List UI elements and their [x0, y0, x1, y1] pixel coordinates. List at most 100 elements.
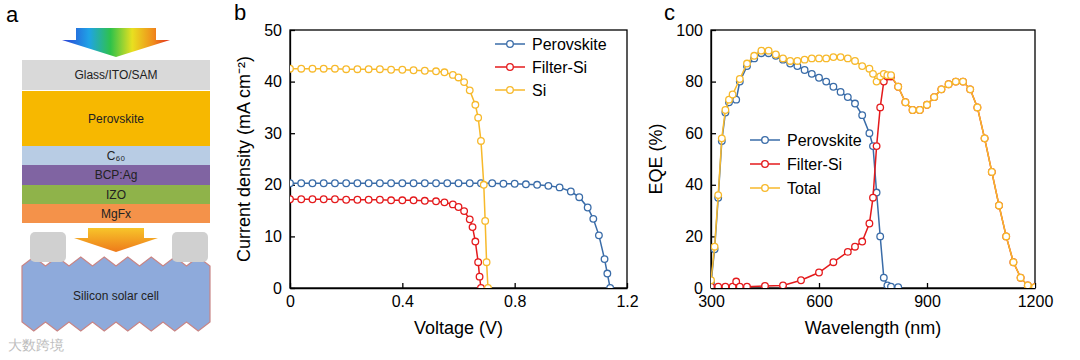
legend-label: Si	[532, 82, 546, 99]
data-point	[475, 114, 482, 121]
data-point	[576, 194, 583, 201]
data-point	[1010, 259, 1017, 266]
data-point	[729, 91, 736, 98]
data-point	[483, 259, 490, 266]
data-point	[472, 238, 479, 245]
y-tick-label: 0	[273, 280, 282, 297]
data-point	[584, 204, 591, 211]
data-point	[852, 100, 859, 107]
series-line	[290, 199, 481, 288]
data-point	[967, 86, 974, 93]
data-point	[938, 86, 945, 93]
data-point	[377, 196, 384, 203]
chart: 00.40.81.201020304050Voltage (V)Current …	[234, 22, 639, 338]
data-point	[830, 83, 837, 90]
contact	[30, 232, 66, 262]
y-axis: 020406080100	[676, 22, 716, 297]
data-point	[309, 196, 316, 203]
data-point	[816, 74, 823, 81]
data-point	[909, 107, 916, 114]
y-tick-label: 20	[264, 176, 282, 193]
data-point	[320, 180, 327, 187]
data-point	[480, 182, 487, 189]
data-point	[469, 224, 476, 231]
series-line	[290, 69, 488, 288]
data-point	[823, 78, 830, 85]
data-point	[870, 194, 877, 201]
data-point	[996, 202, 1003, 209]
plot-area	[711, 47, 1035, 288]
data-point	[989, 169, 996, 176]
legend-item: Perovskite	[750, 132, 862, 149]
y-tick-label: 80	[685, 73, 703, 90]
data-point	[902, 99, 909, 106]
data-point	[711, 243, 718, 250]
data-point	[909, 107, 916, 114]
layer-label: Glass/ITO/SAM	[74, 68, 157, 82]
data-point	[478, 138, 485, 145]
data-point	[845, 55, 852, 62]
x-tick-label: 0	[286, 293, 295, 310]
data-point	[960, 78, 967, 85]
data-point	[568, 188, 575, 195]
x-tick-label: 900	[914, 293, 941, 310]
data-point	[332, 65, 339, 72]
y-tick-label: 100	[676, 22, 703, 39]
data-point	[722, 283, 729, 288]
series-line	[711, 53, 898, 287]
data-point	[715, 283, 722, 288]
data-point	[482, 218, 489, 225]
data-point	[309, 65, 316, 72]
data-point	[845, 249, 852, 256]
plot-frame	[290, 30, 627, 288]
data-point	[1017, 274, 1024, 281]
data-point	[320, 196, 327, 203]
data-point	[298, 180, 305, 187]
light-arrow	[62, 28, 170, 57]
legend-label: Perovskite	[532, 36, 607, 53]
panel-label: a	[6, 2, 19, 27]
data-point	[809, 71, 816, 78]
y-tick-label: 40	[264, 73, 282, 90]
data-point	[354, 66, 361, 73]
panel-label: b	[234, 0, 246, 25]
data-point	[1025, 282, 1032, 288]
data-point	[343, 66, 350, 73]
data-point	[917, 107, 924, 114]
data-point	[837, 89, 844, 96]
data-point	[290, 65, 293, 72]
data-point	[816, 269, 823, 276]
cell-label: Silicon solar cell	[73, 289, 159, 303]
data-point	[722, 107, 729, 114]
layer-label: C₆₀	[107, 149, 126, 163]
y-axis-title: Current density (mA cm⁻²)	[234, 56, 254, 262]
data-point	[859, 63, 866, 70]
data-point	[545, 183, 552, 190]
data-point	[444, 180, 451, 187]
legend: PerovskiteFilter-SiSi	[495, 36, 607, 99]
legend-marker	[507, 41, 514, 48]
data-point	[931, 94, 938, 101]
layer	[22, 146, 210, 165]
data-point	[809, 55, 816, 62]
data-point	[945, 81, 952, 88]
data-point	[343, 196, 350, 203]
data-point	[433, 68, 440, 75]
data-point	[604, 270, 611, 277]
legend-marker	[507, 87, 514, 94]
data-point	[967, 86, 974, 93]
y-tick-label: 40	[685, 176, 703, 193]
data-point	[715, 192, 722, 199]
data-point	[410, 197, 417, 204]
y-tick-label: 10	[264, 228, 282, 245]
y-tick-label: 30	[264, 125, 282, 142]
data-point	[877, 104, 884, 111]
legend-label: Filter-Si	[787, 156, 842, 173]
legend-marker	[762, 185, 769, 192]
data-point	[794, 58, 801, 65]
y-tick-label: 20	[685, 228, 703, 245]
data-point	[534, 182, 541, 189]
data-point	[511, 180, 518, 187]
device-diagram: Glass/ITO/SAMPerovskiteC₆₀BCP:AgIZOMgFxS…	[22, 28, 210, 331]
data-point	[744, 60, 751, 67]
